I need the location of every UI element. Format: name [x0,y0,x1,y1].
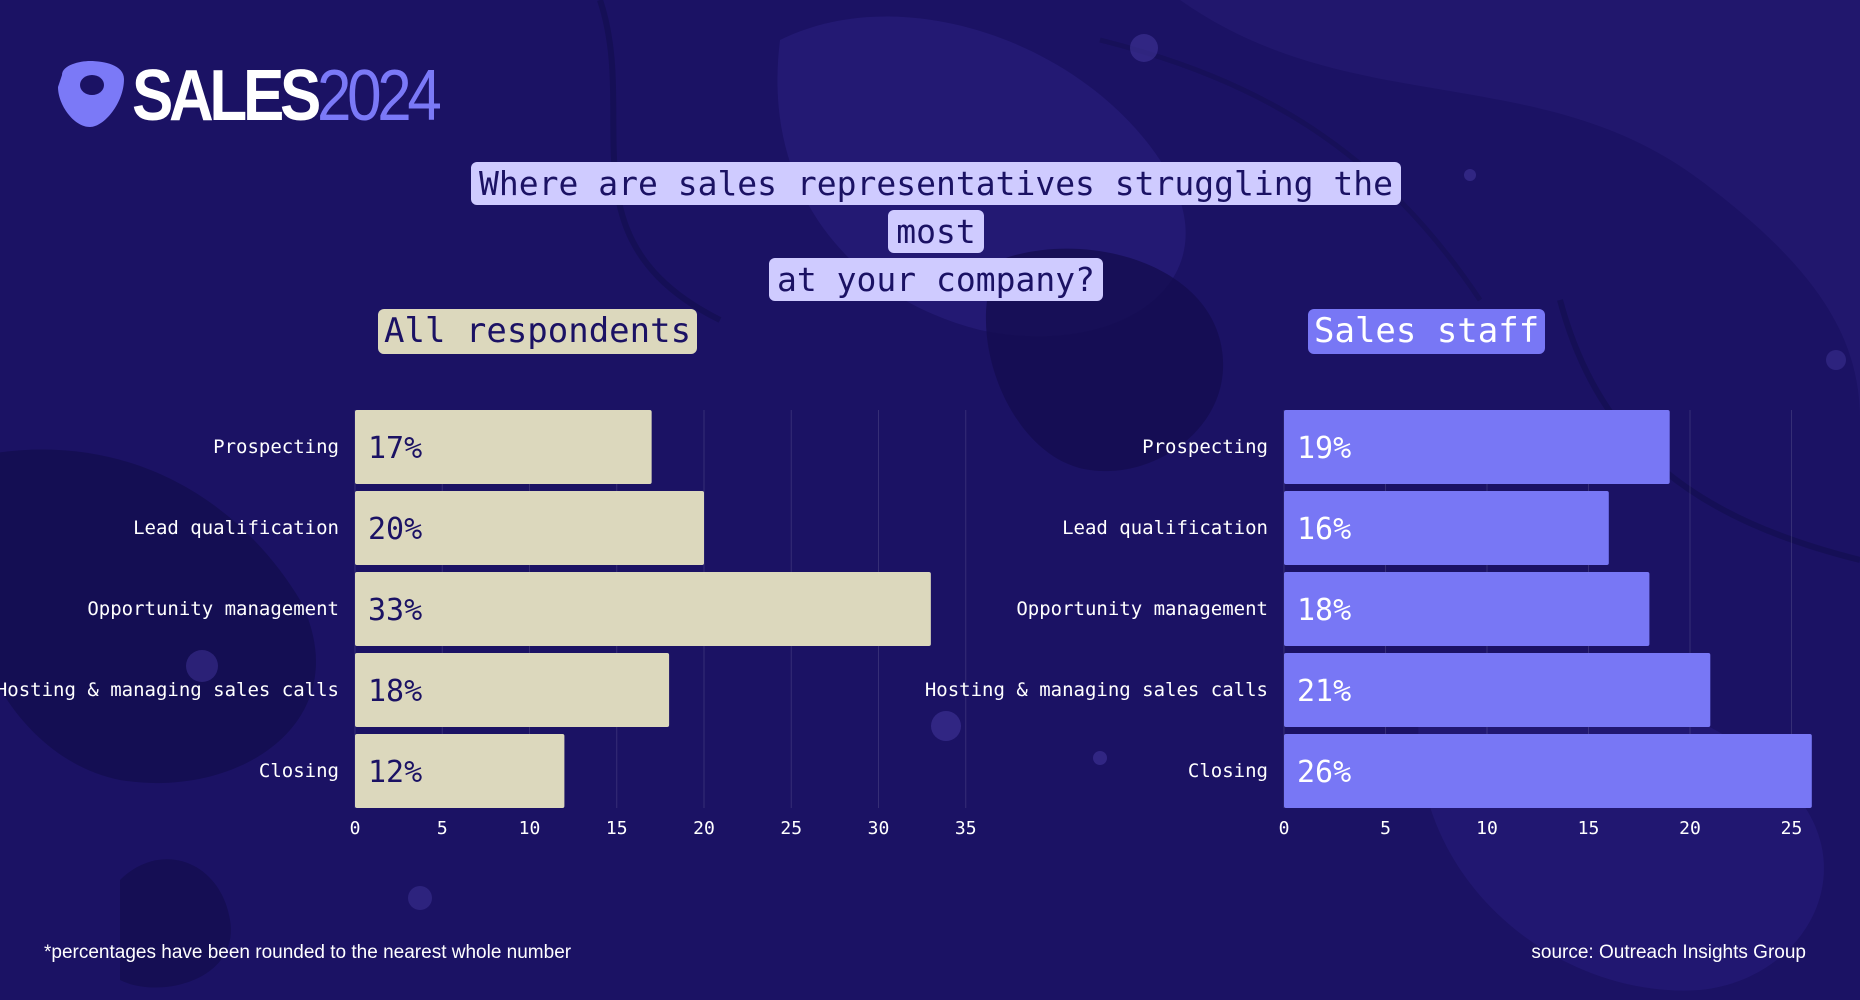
sales-staff-tick-label: 25 [1781,818,1803,839]
sales-staff-bar [1284,653,1711,727]
all-respondents-tick-label: 0 [350,818,361,839]
sales-staff-tick-label: 15 [1578,818,1600,839]
sales-staff-bar [1284,410,1670,484]
logo-year: 2024 [316,56,442,136]
panel-title-all-respondents: All respondents [378,309,698,354]
all-respondents-bar [355,653,670,727]
all-respondents-bar [355,410,652,484]
all-respondents-category-label: Prospecting [213,436,339,458]
sales-staff-tick-label: 0 [1279,818,1290,839]
sales-staff-category-label: Lead qualification [1062,517,1268,539]
all-respondents-data-label: 33% [368,593,422,628]
sales-staff-bar [1284,572,1650,646]
all-respondents-data-label: 12% [368,755,422,790]
sales-staff-tick-label: 10 [1476,818,1498,839]
all-respondents-data-label: 18% [368,674,422,709]
logo-wordmark: SALES2024 [132,60,442,132]
all-respondents-category-label: Hosting & managing sales calls [0,679,339,701]
all-respondents-bar [355,491,704,565]
all-respondents-tick-label: 20 [693,818,715,839]
sales-staff-data-label: 18% [1297,593,1351,628]
all-respondents-tick-label: 30 [868,818,890,839]
all-respondents-tick-label: 15 [606,818,628,839]
sales-staff-data-label: 19% [1297,431,1351,466]
sales-staff-tick-label: 5 [1380,818,1391,839]
logo-word: SALES [132,56,321,136]
sales-staff-bar [1284,491,1609,565]
logo-shield-icon [58,61,124,127]
all-respondents-tick-label: 35 [955,818,977,839]
sales-staff-category-label: Hosting & managing sales calls [925,679,1268,701]
all-respondents-tick-label: 5 [437,818,448,839]
all-respondents-bar [355,734,565,808]
all-respondents-data-label: 17% [368,431,422,466]
source-note: source: Outreach Insights Group [1531,942,1806,963]
all-respondents-category-label: Closing [259,760,339,782]
sales-staff-data-label: 26% [1297,755,1351,790]
sales-staff-category-label: Closing [1188,760,1268,782]
sales-staff-bar [1284,734,1812,808]
all-respondents-data-label: 20% [368,512,422,547]
footnote: *percentages have been rounded to the ne… [44,942,572,963]
sales-staff-data-label: 21% [1297,674,1351,709]
all-respondents-tick-label: 25 [780,818,802,839]
sales-staff-tick-label: 20 [1679,818,1701,839]
all-respondents-tick-label: 10 [519,818,541,839]
chart-title-line-2: at your company? [769,258,1103,301]
chart-title: Where are sales representatives struggli… [436,160,1436,304]
all-respondents-category-label: Lead qualification [133,517,339,539]
all-respondents-bar [355,572,931,646]
logo: SALES2024 [54,60,487,132]
all-respondents-category-label: Opportunity management [87,598,339,620]
sales-staff-category-label: Prospecting [1142,436,1268,458]
sales-staff-category-label: Opportunity management [1016,598,1268,620]
sales-staff-data-label: 16% [1297,512,1351,547]
panel-title-sales-staff: Sales staff [1308,309,1546,354]
